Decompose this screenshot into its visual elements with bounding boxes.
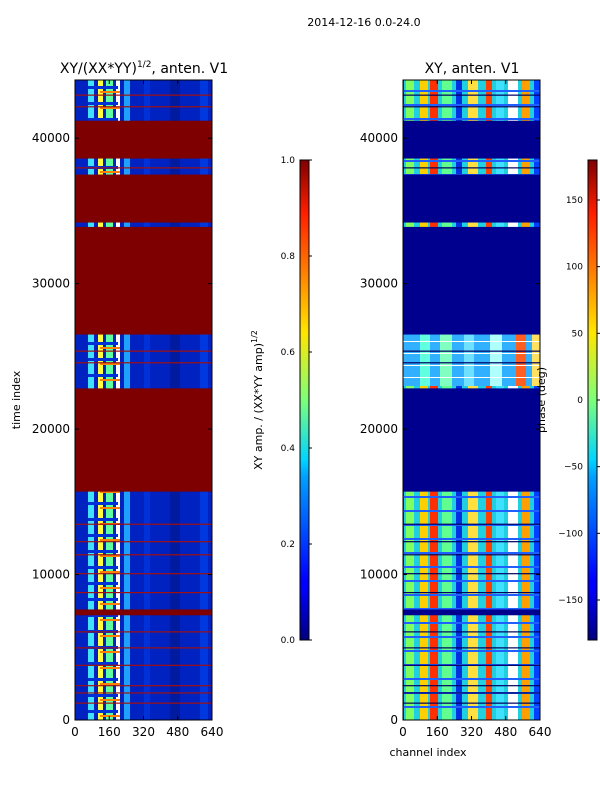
row-flag-line: [75, 167, 212, 169]
left-colorbar-gradient: [299, 159, 310, 641]
colorbar-tick-label: 0.8: [281, 252, 296, 262]
left-x-ticks: 0 160 320 480 640: [71, 80, 223, 739]
x-tick-label: 0: [399, 725, 407, 739]
colorbar-tick-label: 0.6: [281, 348, 296, 358]
colorbar-tick-label: 0.2: [281, 540, 295, 550]
row-flag-line: [403, 631, 540, 633]
flagged-band: [403, 174, 540, 223]
row-flag-line: [403, 554, 540, 556]
y-tick-label: 10000: [360, 568, 398, 582]
flagged-band: [403, 120, 540, 159]
row-flag-line: [403, 362, 540, 364]
figure-suptitle: 2014-12-16 0.0-24.0: [307, 16, 420, 29]
y-tick-label: 0: [62, 713, 70, 727]
row-flag-line: [75, 685, 212, 687]
row-flag-line: [75, 631, 212, 633]
colorbar-tick-label: −100: [558, 529, 583, 539]
row-flag-line: [403, 592, 540, 594]
right-heatmap-midband: [403, 333, 540, 386]
x-tick-label: 320: [132, 725, 155, 739]
y-tick-label: 30000: [360, 277, 398, 291]
saturated-band: [75, 174, 212, 223]
y-tick-label: 30000: [32, 277, 70, 291]
row-flag-line: [75, 362, 212, 364]
row-flag-line: [403, 573, 540, 575]
row-flag-line: [403, 541, 540, 543]
y-tick-label: 0: [390, 713, 398, 727]
right-panel-title: XY, anten. V1: [425, 61, 520, 77]
row-flag-line: [75, 692, 212, 694]
y-tick-label: 40000: [32, 131, 70, 145]
colorbar-tick-label: 1.0: [281, 156, 296, 166]
row-flag-line: [75, 554, 212, 556]
right-colorbar-label: phase (deg): [535, 367, 548, 433]
colorbar-tick-label: 100: [566, 263, 583, 273]
right-heatmap-image: [403, 80, 540, 720]
row-flag-line: [75, 523, 212, 525]
row-flag-line: [75, 592, 212, 594]
row-flag-line: [75, 647, 212, 649]
y-tick-label: 20000: [360, 422, 398, 436]
left-heatmap-image: [75, 80, 212, 720]
right-x-ticks: 0 160 320 480 640: [399, 80, 551, 739]
colorbar-tick-label: 50: [572, 329, 584, 339]
y-tick-label: 10000: [32, 568, 70, 582]
right-colorbar: −150 −100 −50 0 50 100 150 phase (deg): [535, 159, 600, 641]
row-flag-line: [403, 692, 540, 694]
row-flag-line: [403, 685, 540, 687]
colorbar-tick-label: 0.4: [281, 444, 296, 454]
left-panel: XY/(XX*YY)1/2, anten. V1 0 160 320 480 640 0…: [10, 60, 228, 739]
row-flag-line: [75, 541, 212, 543]
colorbar-tick-label: −50: [564, 463, 583, 473]
y-tick-label: 20000: [32, 422, 70, 436]
y-tick-label: 40000: [360, 131, 398, 145]
row-flag-line: [75, 350, 212, 352]
flagged-band: [403, 226, 540, 335]
saturated-band: [75, 388, 212, 492]
left-colorbar-ticks: 0.0 0.2 0.4 0.6 0.8 1.0: [281, 156, 312, 646]
row-flag-line: [403, 523, 540, 525]
flagged-band: [403, 609, 540, 616]
x-tick-label: 160: [98, 725, 121, 739]
left-y-axis-label: time index: [10, 370, 23, 429]
row-flag-line: [75, 702, 212, 704]
right-y-ticks: 0 10000 20000 30000 40000: [360, 131, 540, 727]
left-y-ticks: 0 10000 20000 30000 40000: [32, 131, 212, 727]
saturated-band: [75, 609, 212, 616]
right-colorbar-gradient: [587, 159, 598, 641]
right-panel: XY, anten. V1 0 160 320 480 640 0 10000 20000 3…: [360, 61, 552, 759]
saturated-band: [75, 226, 212, 335]
row-flag-line: [403, 664, 540, 666]
x-tick-label: 640: [529, 725, 552, 739]
colorbar-tick-label: −150: [558, 596, 583, 606]
colorbar-tick-label: 150: [566, 196, 583, 206]
flagged-band: [403, 388, 540, 492]
x-tick-label: 480: [494, 725, 517, 739]
row-flag-line: [403, 350, 540, 352]
row-flag-line: [75, 664, 212, 666]
x-tick-label: 320: [460, 725, 483, 739]
left-colorbar-label: XY amp. / (XX*YY amp)1/2: [250, 330, 265, 470]
x-tick-label: 640: [201, 725, 224, 739]
colorbar-tick-label: 0: [577, 396, 583, 406]
row-flag-line: [75, 106, 212, 108]
row-flag-line: [403, 94, 540, 96]
x-tick-label: 0: [71, 725, 79, 739]
x-tick-label: 160: [426, 725, 449, 739]
x-tick-label: 480: [166, 725, 189, 739]
row-flag-line: [403, 106, 540, 108]
row-flag-line: [75, 573, 212, 575]
row-flag-line: [403, 167, 540, 169]
colorbar-tick-label: 0.0: [281, 636, 296, 646]
row-flag-line: [403, 702, 540, 704]
right-colorbar-ticks: −150 −100 −50 0 50 100 150: [558, 196, 600, 606]
left-colorbar: 0.0 0.2 0.4 0.6 0.8 1.0 XY amp. / (XX*YY amp)…: [250, 156, 312, 646]
row-flag-line: [75, 94, 212, 96]
right-x-axis-label: channel index: [389, 746, 467, 759]
row-flag-line: [403, 647, 540, 649]
saturated-band: [75, 120, 212, 159]
left-panel-title: XY/(XX*YY)1/2, anten. V1: [60, 60, 228, 77]
